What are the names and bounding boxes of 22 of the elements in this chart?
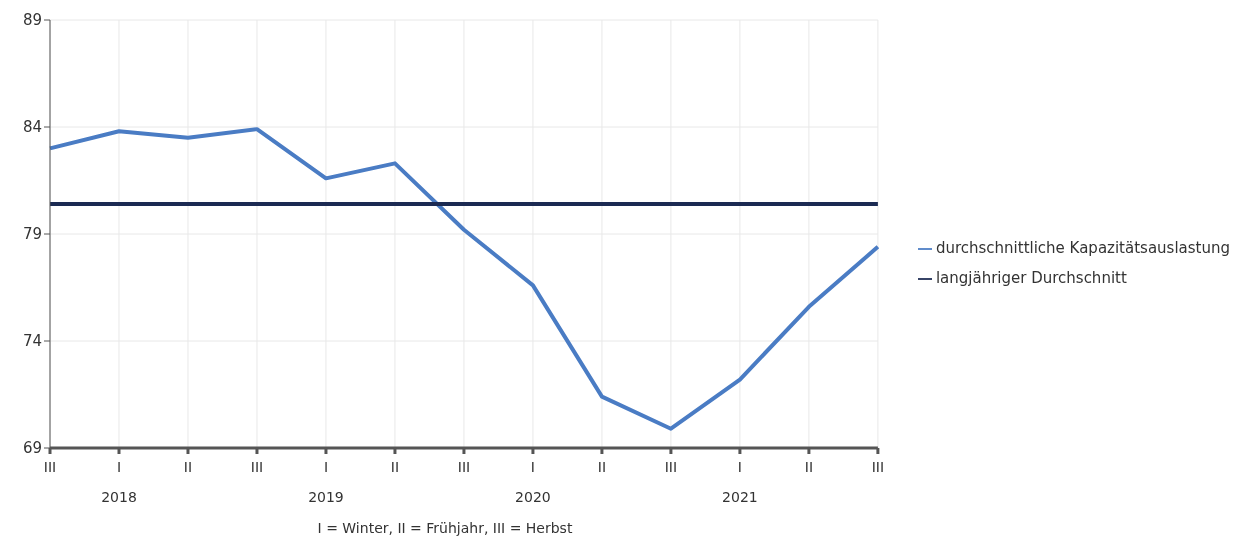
- x-tick-label: III: [871, 459, 885, 475]
- x-tick-label: III: [250, 459, 264, 475]
- legend-label: durchschnittliche Kapazitätsauslastung: [935, 239, 1230, 257]
- x-tick-label: II: [183, 459, 193, 475]
- x-tick-label: III: [43, 459, 57, 475]
- x-tick-label: II: [390, 459, 400, 475]
- x-tick-label: I 2020: [515, 459, 551, 505]
- legend-label: langjähriger Durchschnitt: [935, 269, 1127, 287]
- x-tick-label: III: [664, 459, 678, 475]
- x-tick-label: I 2018: [101, 459, 137, 505]
- text: I = Winter, II = Frühjahr, III = Herbst: [316, 520, 574, 536]
- x-tick-label: III: [457, 459, 471, 475]
- y-tick-label: 84: [22, 118, 42, 137]
- x-tick-label: I 2021: [722, 459, 758, 505]
- y-tick-label: 74: [22, 332, 42, 351]
- y-tick-label: 89: [22, 11, 42, 30]
- line-series: [48, 127, 880, 431]
- x-tick-label: II: [597, 459, 607, 475]
- x-tick-label: II: [804, 459, 814, 475]
- x-tick-label: I 2019: [308, 459, 344, 505]
- y-tick-label: 69: [22, 439, 42, 458]
- y-tick-label: 79: [22, 225, 42, 244]
